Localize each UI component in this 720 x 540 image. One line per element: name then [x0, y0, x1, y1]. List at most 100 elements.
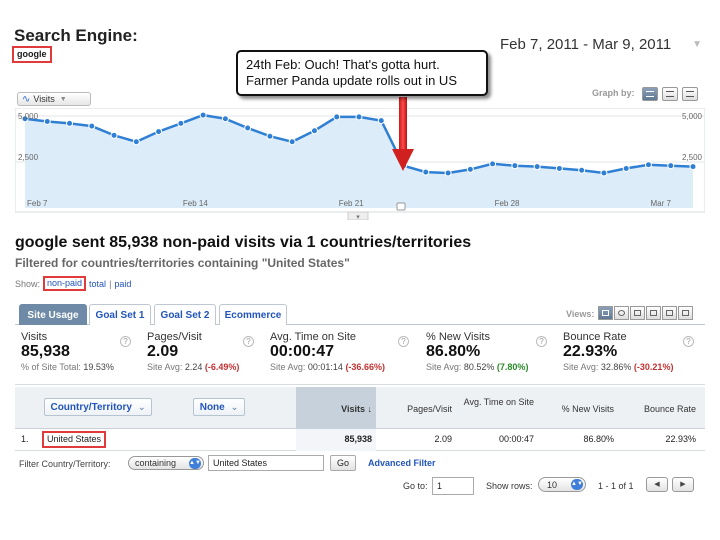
row-visits: 85,938 [344, 434, 372, 444]
filter-subtitle: Filtered for countries/territories conta… [15, 256, 350, 270]
help-icon[interactable]: ? [536, 336, 547, 347]
data-point[interactable] [489, 160, 497, 168]
data-point[interactable] [377, 117, 385, 125]
metric-selector-button[interactable]: ∿ Visits ▼ [17, 92, 91, 106]
data-point[interactable] [689, 163, 697, 171]
column-header-bounce-rate[interactable]: Bounce Rate [643, 404, 696, 414]
goto-page-input[interactable]: 1 [432, 477, 474, 495]
data-point[interactable] [110, 131, 118, 139]
next-page-button[interactable]: ▶ [672, 477, 694, 492]
report-title: Search Engine: [14, 26, 138, 45]
show-non-paid-link[interactable]: non-paid [43, 276, 87, 291]
annotation-marker-icon[interactable] [396, 202, 406, 211]
advanced-filter-link[interactable]: Advanced Filter [368, 458, 436, 468]
data-point[interactable] [667, 162, 675, 170]
sorted-column-highlight [296, 387, 376, 429]
filter-go-button[interactable]: Go [330, 455, 356, 471]
secondary-dimension-selector[interactable]: None ⌄ [193, 398, 245, 416]
data-point[interactable] [155, 128, 163, 136]
data-point[interactable] [355, 113, 363, 121]
chevron-down-icon: ▼ [692, 38, 702, 50]
data-point[interactable] [310, 127, 318, 135]
data-point[interactable] [333, 113, 341, 121]
column-header-avg-time[interactable]: Avg. Time on Site [463, 397, 534, 407]
filter-text-input[interactable]: United States [208, 455, 324, 471]
y-tick-label: 2,500 [18, 153, 39, 162]
metric-value: 86.80% [426, 343, 481, 360]
y-tick-label: 5,000 [682, 112, 703, 121]
data-point[interactable] [422, 168, 430, 176]
view-performance-button[interactable] [630, 306, 645, 320]
view-pie-button[interactable] [614, 306, 629, 320]
graph-by-day-button[interactable] [642, 87, 658, 101]
tab-site-usage[interactable]: Site Usage [19, 304, 87, 325]
help-icon[interactable]: ? [398, 336, 409, 347]
data-point[interactable] [88, 122, 96, 130]
row-country-link[interactable]: United States [42, 431, 107, 448]
data-point[interactable] [555, 164, 563, 172]
column-header-pages-visit[interactable]: Pages/Visit [407, 404, 452, 414]
filter-mode-select[interactable]: containing ▲▼ [128, 456, 204, 470]
metric-value: 2.09 [147, 343, 179, 360]
graph-by-week-button[interactable] [662, 87, 678, 101]
metric-sub-value: 00:01:14 [307, 362, 343, 372]
stepper-icon: ▲▼ [571, 479, 583, 490]
table-view-icon [602, 310, 609, 316]
segment-tag[interactable]: google [12, 46, 52, 63]
stepper-icon: ▲▼ [189, 457, 201, 469]
column-header-visits[interactable]: Visits ↓ [341, 404, 372, 414]
data-point[interactable] [600, 169, 608, 177]
view-pivot-button[interactable] [662, 306, 677, 320]
data-point[interactable] [444, 169, 452, 177]
metric-sub-prefix: Site Avg: [270, 362, 306, 372]
metric-sub-delta: (7.80%) [496, 362, 529, 372]
x-tick-label: Feb 28 [495, 199, 520, 208]
date-range-picker[interactable]: Feb 7, 2011 - Mar 9, 2011 ▼ [496, 30, 706, 58]
help-icon[interactable]: ? [120, 336, 131, 347]
data-point[interactable] [288, 138, 296, 146]
data-point[interactable] [244, 124, 252, 132]
view-table-button[interactable] [598, 306, 613, 320]
data-point[interactable] [132, 138, 140, 146]
help-icon[interactable]: ? [683, 336, 694, 347]
view-comparison-button[interactable] [646, 306, 661, 320]
show-paid-link[interactable]: paid [114, 278, 132, 289]
data-point[interactable] [21, 115, 29, 123]
data-point[interactable] [43, 118, 51, 126]
metric-sub-delta: (-30.21%) [633, 362, 674, 372]
red-arrow-icon [392, 97, 414, 171]
summary-title: google sent 85,938 non-paid visits via 1… [15, 234, 472, 251]
column-header-new-visits[interactable]: % New Visits [561, 404, 614, 414]
show-rows-select[interactable]: 10 ▲▼ [538, 477, 586, 492]
data-point[interactable] [199, 111, 207, 119]
data-point[interactable] [266, 132, 274, 140]
data-point[interactable] [533, 163, 541, 171]
sparkline-icon: ∿ [22, 93, 31, 105]
data-point[interactable] [177, 119, 185, 127]
data-point[interactable] [466, 165, 474, 173]
graph-by-month-button[interactable] [682, 87, 698, 101]
graph-by-label: Graph by: [592, 88, 635, 98]
data-point[interactable] [578, 166, 586, 174]
chevron-down-icon: ⌄ [137, 401, 146, 412]
data-point[interactable] [622, 164, 630, 172]
tab-goal-set-2[interactable]: Goal Set 2 [154, 304, 216, 325]
primary-dimension-selector[interactable]: Country/Territory ⌄ [44, 398, 152, 416]
chevron-down-icon: ▾ [356, 214, 360, 220]
metric-value: 85,938 [21, 343, 70, 360]
data-point[interactable] [644, 161, 652, 169]
data-point[interactable] [511, 162, 519, 170]
metrics-summary [15, 327, 705, 385]
calendar-week-icon [666, 91, 674, 97]
prev-page-button[interactable]: ◀ [646, 477, 668, 492]
view-sparkline-button[interactable] [678, 306, 693, 320]
data-point[interactable] [66, 119, 74, 127]
chart-expand-handle[interactable] [347, 211, 369, 220]
show-total-link[interactable]: total [89, 278, 107, 289]
tab-goal-set-1[interactable]: Goal Set 1 [89, 304, 151, 325]
data-point[interactable] [221, 115, 229, 123]
tab-ecommerce[interactable]: Ecommerce [219, 304, 287, 325]
metric-sub-prefix: % of Site Total: [21, 362, 81, 372]
callout-line-1: 24th Feb: Ouch! That's gotta hurt. [246, 57, 440, 72]
help-icon[interactable]: ? [243, 336, 254, 347]
